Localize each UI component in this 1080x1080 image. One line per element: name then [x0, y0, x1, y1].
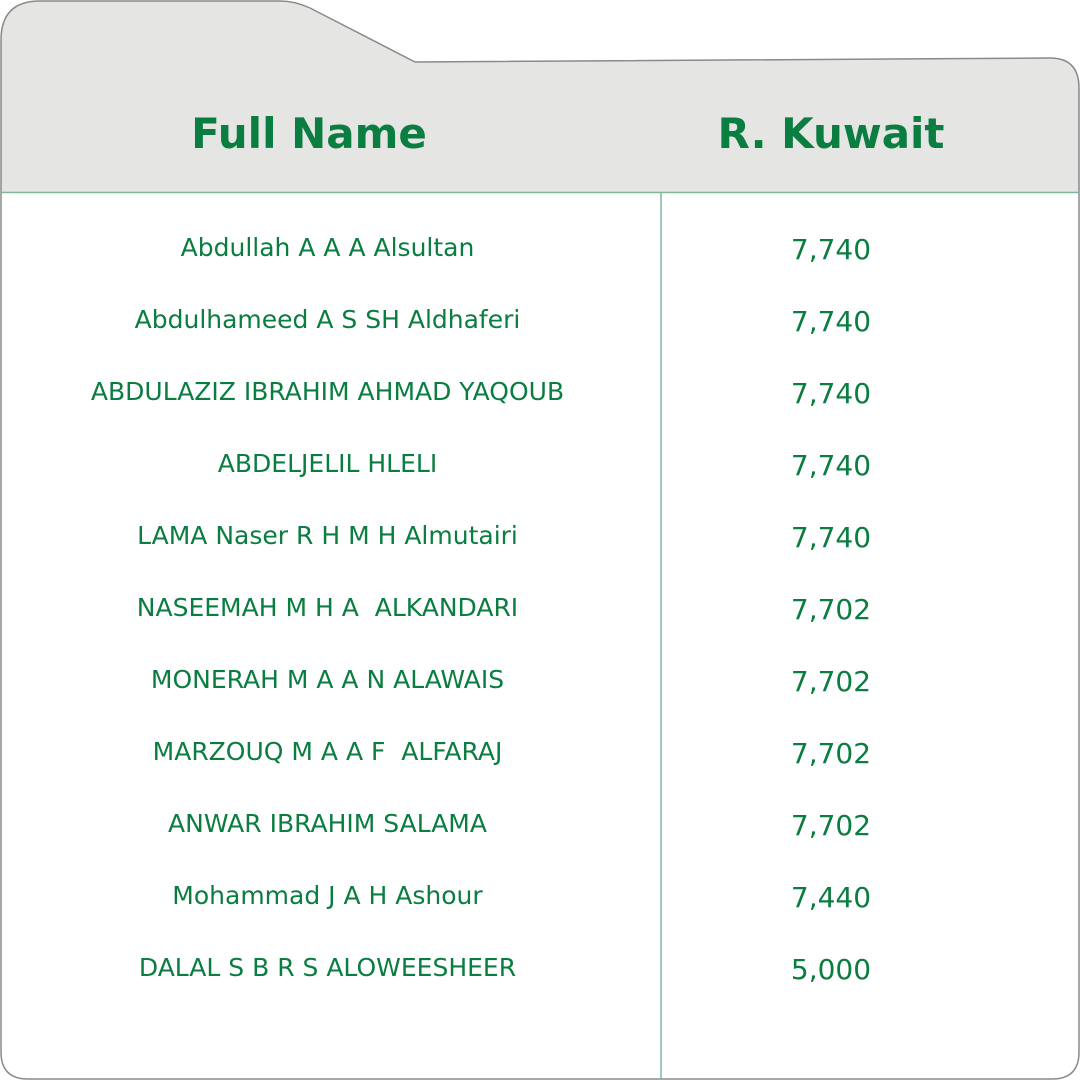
table-row-value: 7,740	[790, 233, 872, 266]
table-row-name: Mohammad J A H Ashour	[172, 881, 483, 910]
table-row-name: ABDULAZIZ IBRAHIM AHMAD YAQOUB	[90, 377, 565, 406]
table-row-name: ABDELJELIL HLELI	[217, 449, 438, 478]
table-row-value: 7,740	[790, 377, 872, 410]
table-row-name: MONERAH M A A N ALAWAIS	[150, 665, 505, 694]
table-row-name: MARZOUQ M A A F ALFARAJ	[152, 737, 503, 766]
table-row-value: 7,740	[790, 521, 872, 554]
table-row-value: 5,000	[790, 953, 872, 986]
table-row-value: 7,740	[790, 305, 872, 338]
table-row-value: 7,702	[790, 593, 872, 626]
table-row-value: 7,740	[790, 449, 872, 482]
table-row-name: NASEEMAH M H A ALKANDARI	[136, 593, 519, 622]
table-row-name: DALAL S B R S ALOWEESHEER	[138, 953, 517, 982]
table-row-name: LAMA Naser R H M H Almutairi	[137, 521, 518, 550]
table-row-value: 7,702	[790, 737, 872, 770]
column-header-full-name: Full Name	[191, 109, 427, 158]
table-row-name: Abdullah A A A Alsultan	[180, 233, 475, 262]
table-row-value: 7,702	[790, 665, 872, 698]
table-row-value: 7,702	[790, 809, 872, 842]
table-row-name: ANWAR IBRAHIM SALAMA	[168, 809, 487, 838]
column-header-r-kuwait: R. Kuwait	[717, 109, 945, 158]
table-row-name: Abdulhameed A S SH Aldhaferi	[134, 305, 521, 334]
table-row-value: 7,440	[790, 881, 872, 914]
